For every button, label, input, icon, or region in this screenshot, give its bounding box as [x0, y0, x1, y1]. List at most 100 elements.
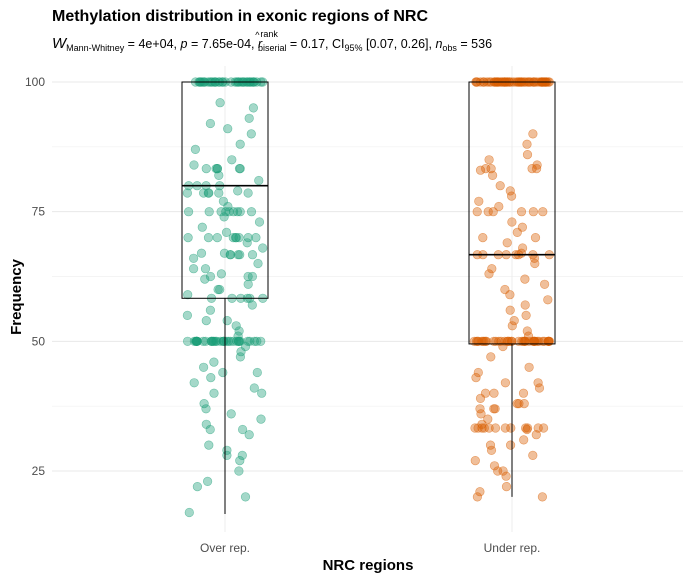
data-point — [199, 188, 209, 198]
subtitle-r-sub: biserial — [258, 43, 287, 53]
data-point — [191, 336, 201, 346]
data-point — [489, 388, 499, 398]
data-point — [234, 466, 244, 476]
data-point — [246, 207, 257, 217]
data-point — [249, 336, 259, 346]
data-point — [221, 227, 232, 237]
data-point — [244, 430, 254, 440]
data-point — [244, 113, 254, 123]
data-point — [235, 164, 245, 174]
subtitle-ci-value: [0.07, 0.26], — [363, 37, 436, 51]
data-point — [234, 233, 244, 243]
data-point — [223, 124, 233, 134]
data-point — [205, 271, 216, 282]
data-point — [242, 238, 252, 248]
y-axis-title: Frequency — [8, 258, 25, 335]
data-point — [534, 383, 545, 393]
data-point — [519, 399, 529, 409]
data-point — [486, 445, 497, 455]
data-point — [253, 258, 263, 269]
data-point — [506, 440, 516, 450]
data-point — [231, 233, 241, 243]
data-point — [227, 155, 237, 165]
data-point — [226, 409, 236, 419]
x-tick-label: Over rep. — [200, 541, 250, 555]
data-point — [537, 492, 548, 502]
data-point — [225, 250, 236, 260]
data-point — [530, 233, 541, 243]
data-point — [509, 316, 519, 326]
data-point — [477, 423, 487, 433]
data-point — [228, 336, 238, 346]
data-point — [215, 284, 225, 295]
data-point — [486, 352, 496, 362]
data-point — [238, 424, 248, 435]
data-point — [243, 279, 253, 289]
data-point — [206, 373, 216, 383]
data-point — [235, 456, 245, 466]
data-point — [480, 388, 491, 398]
data-point — [184, 207, 194, 217]
data-point — [520, 423, 531, 433]
data-point — [476, 409, 486, 419]
data-point — [505, 305, 515, 315]
data-point — [257, 388, 267, 398]
data-point — [507, 191, 517, 201]
data-point — [201, 419, 211, 429]
data-point — [200, 274, 210, 284]
data-point — [208, 336, 218, 346]
subtitle-r-symbol: r — [258, 37, 263, 51]
data-point — [524, 362, 534, 372]
y-axis-ticks: 25 50 75 100 — [25, 75, 45, 478]
subtitle-w-value: = 4e+04, — [124, 37, 180, 51]
data-point — [500, 423, 510, 433]
data-point — [538, 207, 548, 217]
data-point — [520, 274, 530, 284]
data-point — [489, 461, 500, 471]
subtitle-n-sub: obs — [442, 43, 457, 53]
data-point — [247, 300, 257, 310]
data-point — [522, 139, 532, 149]
data-point — [240, 492, 251, 502]
subtitle-r-hat: ^ — [255, 30, 260, 40]
data-point — [189, 253, 199, 263]
data-point — [475, 165, 486, 175]
x-tick-label: Under rep. — [484, 541, 541, 555]
data-point — [212, 233, 222, 243]
data-point — [543, 295, 553, 305]
data-point — [521, 310, 531, 321]
data-point — [218, 367, 228, 378]
data-point — [505, 186, 515, 196]
data-point — [233, 186, 243, 196]
data-point — [183, 290, 193, 300]
data-point — [222, 316, 232, 326]
data-point — [483, 207, 493, 217]
data-point — [235, 139, 245, 149]
data-point — [215, 98, 225, 108]
data-point — [243, 336, 253, 346]
data-point — [203, 476, 213, 487]
data-point — [247, 271, 257, 282]
data-point — [258, 243, 268, 253]
data-point — [192, 482, 202, 492]
data-point — [498, 466, 508, 476]
data-point — [512, 399, 522, 409]
data-point — [189, 160, 199, 170]
data-point — [246, 129, 256, 139]
data-point — [214, 170, 224, 180]
data-point — [216, 269, 226, 279]
data-point — [493, 466, 503, 476]
data-point — [254, 217, 265, 227]
subtitle-w-sub: Mann-Whitney — [66, 43, 125, 53]
data-point — [216, 207, 226, 217]
data-point — [221, 336, 231, 346]
subtitle-p-value: = 7.65e-04, — [187, 37, 258, 51]
data-point — [201, 316, 211, 326]
data-point — [200, 264, 211, 274]
data-point — [219, 212, 229, 222]
y-tick-label: 25 — [32, 464, 46, 478]
data-point — [252, 367, 262, 378]
data-point — [204, 207, 214, 217]
data-point — [538, 423, 549, 433]
data-point — [236, 347, 246, 357]
